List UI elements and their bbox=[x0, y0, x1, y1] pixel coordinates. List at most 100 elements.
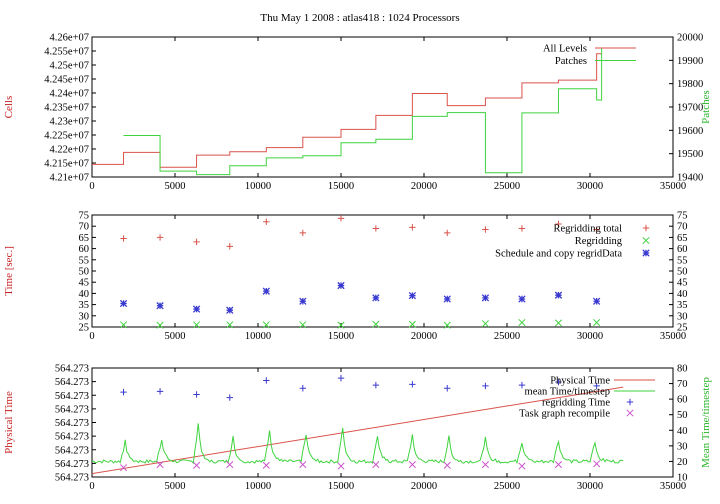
data-point bbox=[193, 461, 201, 469]
data-point bbox=[156, 321, 164, 329]
data-point bbox=[156, 460, 164, 469]
y2-tick-label: 45 bbox=[677, 278, 688, 289]
panel-time: 0 5000 10000 15000 20000 25000 30000 3500025303… bbox=[3, 211, 688, 343]
data-point bbox=[119, 464, 128, 472]
data-point bbox=[299, 229, 307, 237]
data-point bbox=[262, 321, 270, 329]
data-point bbox=[518, 318, 526, 327]
data-point bbox=[120, 388, 127, 396]
data-point bbox=[592, 297, 601, 305]
y2-tick-label: 30 bbox=[677, 311, 688, 322]
data-point bbox=[337, 281, 345, 290]
y2-tick-label: 40 bbox=[677, 289, 688, 300]
y-tick-label: 4.225e+07 bbox=[44, 131, 89, 142]
data-point bbox=[299, 321, 307, 329]
x-tick-label: 15000 bbox=[328, 331, 354, 342]
data-point bbox=[481, 460, 489, 469]
data-point bbox=[408, 320, 416, 328]
y-tick-label: 564.273 bbox=[55, 364, 89, 375]
legend-label: All Levels bbox=[543, 44, 587, 55]
data-point bbox=[409, 224, 416, 231]
x-tick-label: 5000 bbox=[165, 481, 186, 492]
y2-tick-label: 10 bbox=[677, 473, 688, 484]
y2-tick-label: 40 bbox=[677, 426, 688, 437]
x-tick-label: 15000 bbox=[328, 481, 354, 492]
x-tick-label: 25000 bbox=[494, 481, 520, 492]
data-point bbox=[119, 299, 128, 308]
x-tick-label: 0 bbox=[89, 331, 94, 342]
y2-tick-label: 55 bbox=[677, 255, 688, 266]
y2-axis-label: Patches bbox=[700, 90, 712, 124]
y-tick-label: 75 bbox=[79, 211, 90, 222]
x-tick-label: 35000 bbox=[660, 181, 686, 192]
y-tick-label: 564.273 bbox=[55, 473, 89, 484]
y-axis-label: Time [sec.] bbox=[3, 246, 15, 296]
data-point bbox=[444, 385, 451, 392]
x-tick-label: 15000 bbox=[328, 181, 354, 192]
legend-label: Schedule and copy regridData bbox=[495, 249, 622, 260]
data-point bbox=[518, 295, 526, 303]
y-tick-label: 45 bbox=[79, 278, 90, 289]
data-point bbox=[481, 294, 490, 302]
x-tick-label: 5000 bbox=[165, 331, 186, 342]
data-point bbox=[372, 294, 380, 302]
y-axis-label: Cells bbox=[3, 96, 15, 119]
data-point bbox=[555, 220, 562, 228]
legend-label: mean Time/timestep bbox=[525, 387, 610, 398]
data-point bbox=[554, 291, 563, 299]
legend-marker bbox=[642, 224, 650, 232]
y-tick-label: 4.26e+07 bbox=[50, 33, 89, 44]
x-tick-label: 30000 bbox=[577, 331, 603, 342]
legend-marker bbox=[626, 398, 634, 406]
y-tick-label: 30 bbox=[79, 311, 90, 322]
x-tick-label: 25000 bbox=[494, 331, 520, 342]
x-tick-label: 10000 bbox=[245, 181, 271, 192]
data-point bbox=[593, 226, 600, 233]
data-point bbox=[593, 382, 600, 390]
data-point bbox=[226, 243, 233, 250]
y2-tick-label: 25 bbox=[677, 323, 688, 334]
y2-tick-label: 19500 bbox=[677, 149, 703, 160]
y-tick-label: 564.273 bbox=[55, 445, 89, 456]
y2-tick-label: 19400 bbox=[677, 173, 703, 184]
data-point bbox=[193, 391, 200, 398]
y-tick-label: 4.255e+07 bbox=[44, 47, 89, 58]
y2-tick-label: 20000 bbox=[677, 33, 703, 44]
y2-tick-label: 60 bbox=[677, 395, 688, 406]
y2-axis-label: Mean Time/timestep bbox=[700, 377, 712, 468]
y-tick-label: 65 bbox=[79, 233, 90, 244]
data-point bbox=[372, 320, 380, 328]
data-point bbox=[408, 291, 417, 300]
data-point bbox=[409, 381, 416, 388]
data-point bbox=[263, 218, 270, 225]
data-point bbox=[555, 378, 562, 386]
data-point bbox=[372, 460, 380, 469]
data-point bbox=[156, 388, 164, 395]
data-point bbox=[193, 321, 201, 329]
data-point bbox=[372, 381, 380, 389]
figure-title: Thu May 1 2008 : atlas418 : 1024 Process… bbox=[260, 12, 459, 24]
y2-tick-label: 50 bbox=[677, 410, 688, 421]
y-tick-label: 4.25e+07 bbox=[50, 61, 89, 72]
data-point bbox=[444, 229, 451, 237]
y-tick-label: 564.273 bbox=[55, 418, 89, 429]
y-tick-label: 4.215e+07 bbox=[44, 159, 89, 170]
data-point bbox=[262, 287, 270, 295]
y-tick-label: 4.21e+07 bbox=[50, 173, 89, 184]
x-tick-label: 20000 bbox=[411, 331, 437, 342]
x-tick-label: 35000 bbox=[660, 481, 686, 492]
data-point bbox=[518, 381, 526, 389]
data-point bbox=[337, 215, 345, 222]
y-tick-label: 60 bbox=[79, 244, 90, 255]
y-tick-label: 4.24e+07 bbox=[50, 89, 89, 100]
data-point bbox=[443, 321, 451, 329]
y2-tick-label: 70 bbox=[677, 222, 688, 233]
legend-label: Regridding total bbox=[553, 224, 622, 235]
data-point bbox=[443, 295, 451, 303]
x-tick-label: 20000 bbox=[411, 181, 437, 192]
y-tick-label: 564.273 bbox=[55, 391, 89, 402]
y-axis-label: Physical Time bbox=[3, 391, 15, 454]
y2-tick-label: 35 bbox=[677, 300, 688, 311]
y2-tick-label: 70 bbox=[677, 379, 688, 390]
